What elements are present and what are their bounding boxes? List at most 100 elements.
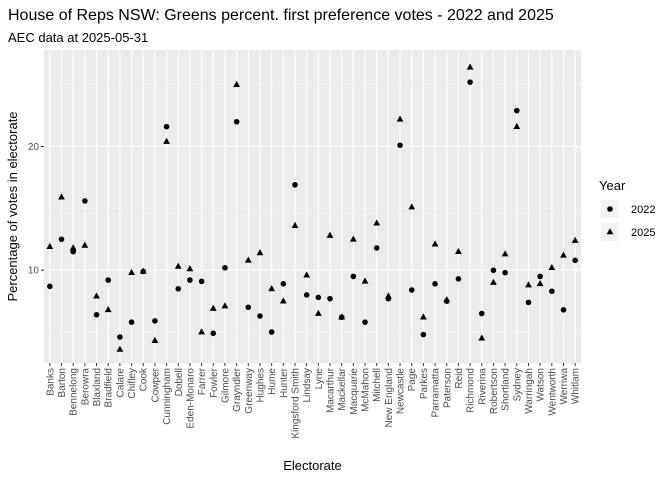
- point-2022: [198, 278, 205, 285]
- point-2022: [502, 269, 508, 276]
- point-2025: [81, 241, 89, 248]
- point-2025: [373, 219, 381, 226]
- point-2025: [571, 236, 579, 243]
- point-2025: [396, 115, 404, 122]
- point-2025: [455, 247, 462, 254]
- point-2022: [408, 287, 415, 293]
- x-tick-label: Riverina: [477, 368, 488, 405]
- legend: Year 2022 2025: [599, 178, 655, 241]
- point-2022: [455, 276, 462, 282]
- point-2025: [69, 244, 77, 251]
- point-2022: [327, 295, 333, 302]
- x-tick-label: Whitlam: [571, 368, 582, 404]
- point-2025: [314, 309, 322, 316]
- point-2025: [268, 284, 276, 292]
- grid-lines: [44, 50, 581, 363]
- chart-title: House of Reps NSW: Greens percent. first…: [8, 7, 554, 24]
- x-tick-label: Macarthur: [326, 367, 337, 413]
- point-2025: [128, 268, 135, 275]
- point-2025: [256, 249, 264, 256]
- point-2022: [70, 248, 76, 255]
- x-tick-label: Robertson: [489, 368, 500, 414]
- point-2022: [268, 329, 275, 335]
- y-axis: 10 20: [28, 142, 44, 277]
- point-2025: [233, 80, 241, 87]
- point-2025: [501, 250, 509, 257]
- legend-symbol-2022: [607, 206, 613, 212]
- point-2022: [478, 310, 485, 317]
- point-2025: [104, 306, 112, 313]
- x-axis: Banks Barton Bennelong Berowra Blaxland Bradf…: [45, 363, 582, 439]
- x-tick-label: Calare: [115, 368, 126, 398]
- point-2025: [93, 292, 100, 299]
- legend-title: Year: [599, 178, 626, 193]
- point-2022: [128, 319, 135, 325]
- x-tick-label: Hunter: [279, 367, 290, 398]
- point-2022: [257, 313, 263, 319]
- point-2025: [116, 345, 124, 352]
- point-2022: [420, 331, 427, 338]
- point-2022: [210, 330, 217, 337]
- point-2025: [244, 256, 252, 263]
- point-2022: [525, 299, 532, 306]
- x-tick-label: Mitchell: [372, 368, 383, 402]
- point-2022: [315, 294, 322, 301]
- point-2025: [513, 122, 521, 130]
- point-2022: [58, 236, 65, 243]
- point-2022: [397, 142, 403, 149]
- point-2025: [478, 334, 486, 341]
- x-tick-label: Berowra: [80, 368, 91, 406]
- x-tick-label: Page: [407, 368, 418, 392]
- x-tick-label: Warringah: [524, 368, 535, 414]
- x-tick-label: Eden-Monaro: [185, 368, 196, 429]
- point-2025: [548, 263, 556, 271]
- point-2025: [221, 302, 229, 309]
- x-tick-label: Paterson: [442, 368, 453, 408]
- point-2022: [560, 307, 567, 313]
- x-tick-label: Hughes: [255, 368, 266, 402]
- point-2025: [420, 313, 427, 320]
- x-tick-label: Greenway: [244, 368, 255, 414]
- point-2025: [151, 336, 159, 344]
- point-2022: [82, 198, 88, 204]
- data-points: [46, 63, 579, 352]
- x-tick-label: Mackellar: [337, 367, 348, 410]
- legend-label: 2022: [631, 204, 655, 216]
- point-2022: [105, 277, 112, 283]
- legend-label: 2025: [631, 227, 655, 239]
- x-tick-label: Hume: [267, 368, 278, 395]
- point-2022: [292, 182, 298, 188]
- point-2022: [245, 304, 252, 311]
- point-2022: [280, 281, 287, 287]
- point-2025: [303, 271, 311, 278]
- point-2025: [209, 304, 217, 311]
- point-2025: [560, 251, 567, 258]
- x-tick-label: Lindsay: [302, 368, 313, 402]
- point-2025: [163, 137, 170, 144]
- point-2025: [408, 203, 416, 210]
- x-tick-label: Bradfield: [104, 368, 115, 407]
- point-2022: [47, 283, 53, 290]
- x-tick-label: Dobell: [174, 368, 185, 396]
- point-2025: [349, 235, 357, 242]
- point-2025: [174, 262, 182, 269]
- point-2025: [46, 242, 54, 250]
- x-tick-label: Cunningham: [162, 368, 173, 425]
- x-tick-label: Wentworth: [547, 368, 558, 416]
- x-tick-label: Cowper: [150, 367, 161, 402]
- x-tick-label: Shortland: [501, 368, 512, 411]
- point-2025: [139, 267, 147, 274]
- x-tick-label: Parkes: [419, 368, 430, 399]
- point-2022: [163, 123, 170, 130]
- x-tick-label: Gilmore: [220, 368, 231, 403]
- point-2025: [443, 296, 451, 303]
- y-tick-label: 10: [28, 266, 40, 277]
- point-2025: [279, 297, 287, 304]
- x-tick-label: Newcastle: [396, 368, 407, 415]
- point-2022: [572, 257, 578, 264]
- point-2022: [175, 285, 182, 292]
- point-2025: [58, 193, 65, 200]
- point-2022: [537, 273, 543, 280]
- x-tick-label: New England: [384, 368, 395, 427]
